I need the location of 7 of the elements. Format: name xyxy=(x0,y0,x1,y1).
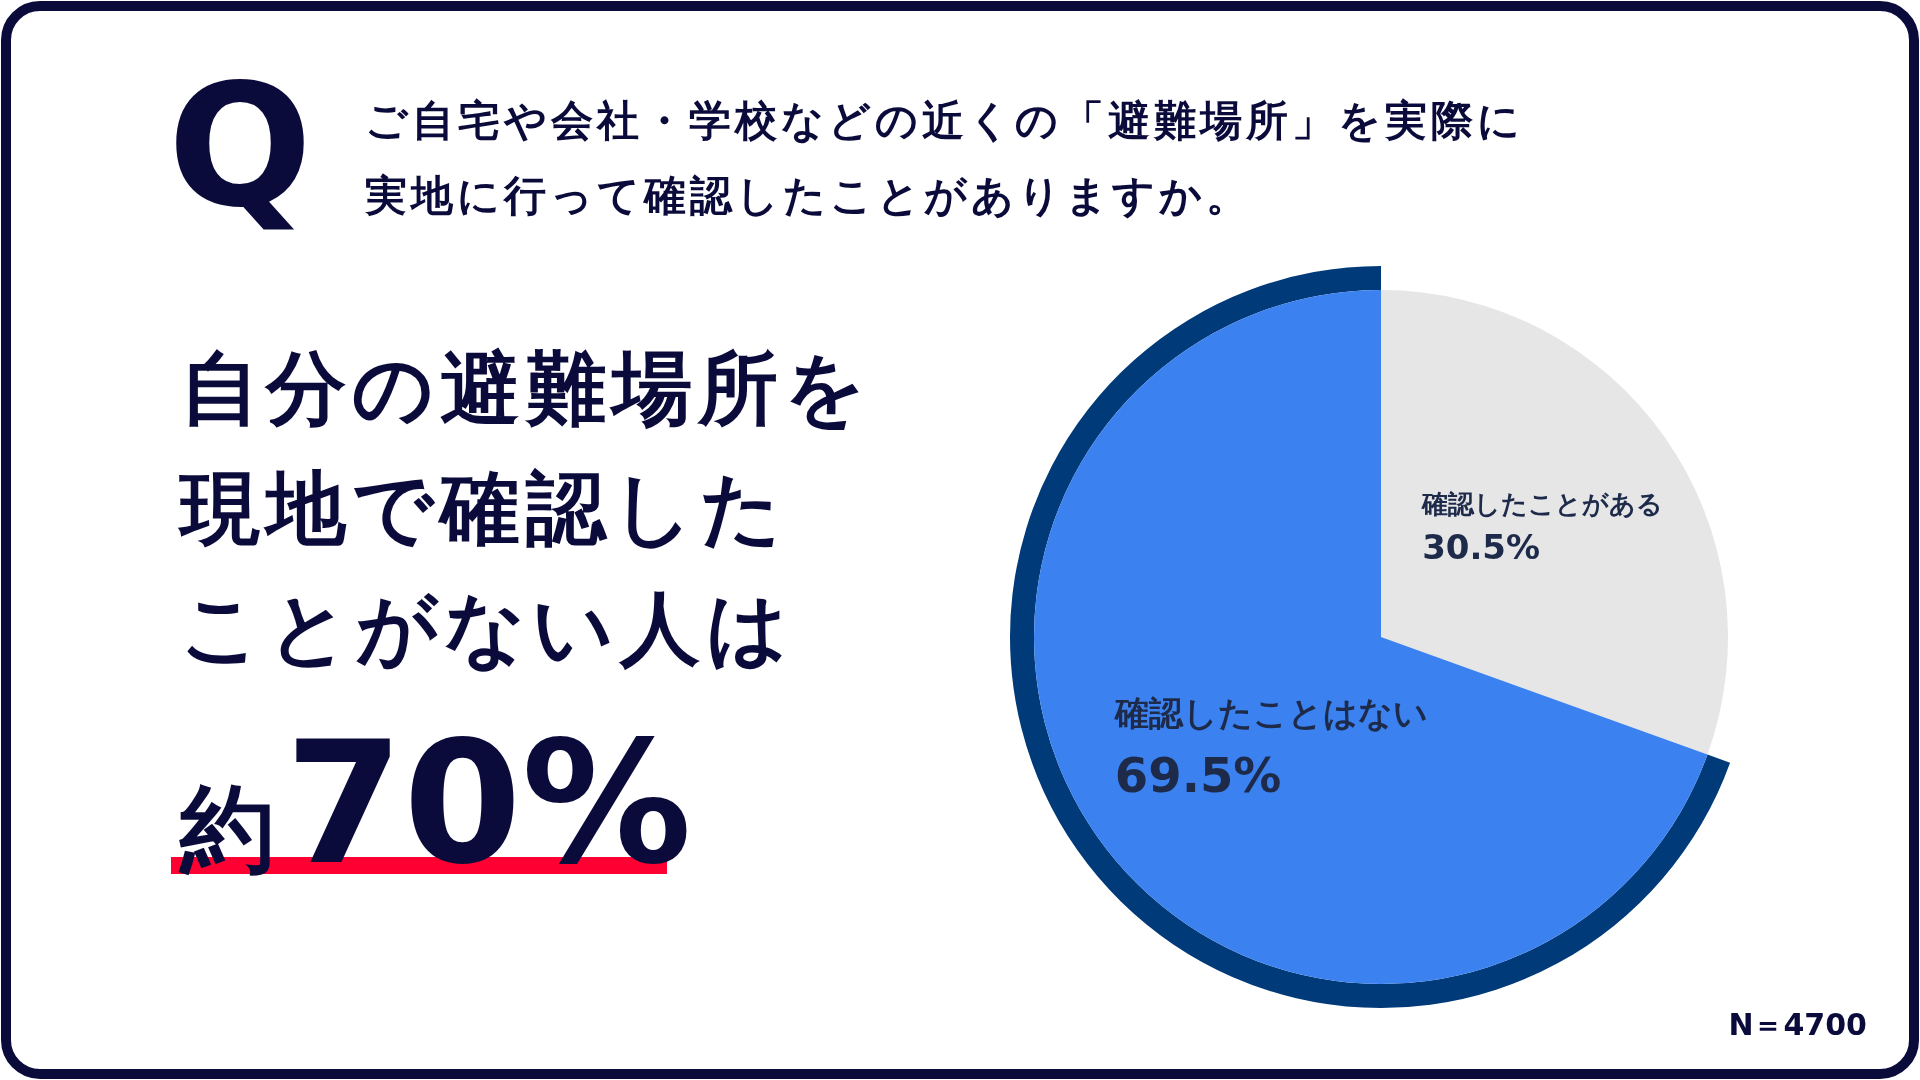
annotation: Q xyxy=(167,47,313,245)
data-label: 30.5% xyxy=(1422,527,1541,568)
slice-label: 確認したことはない xyxy=(1112,692,1428,733)
slice-label: 確認したことがある xyxy=(1421,489,1664,520)
chart-title: ご自宅や会社・学校などの近くの「避難場所」を実際に実地に行って確認したことがありますか。 xyxy=(364,96,1524,220)
data-label: 69.5% xyxy=(1114,746,1282,803)
text: N＝4700 xyxy=(1728,1007,1867,1042)
